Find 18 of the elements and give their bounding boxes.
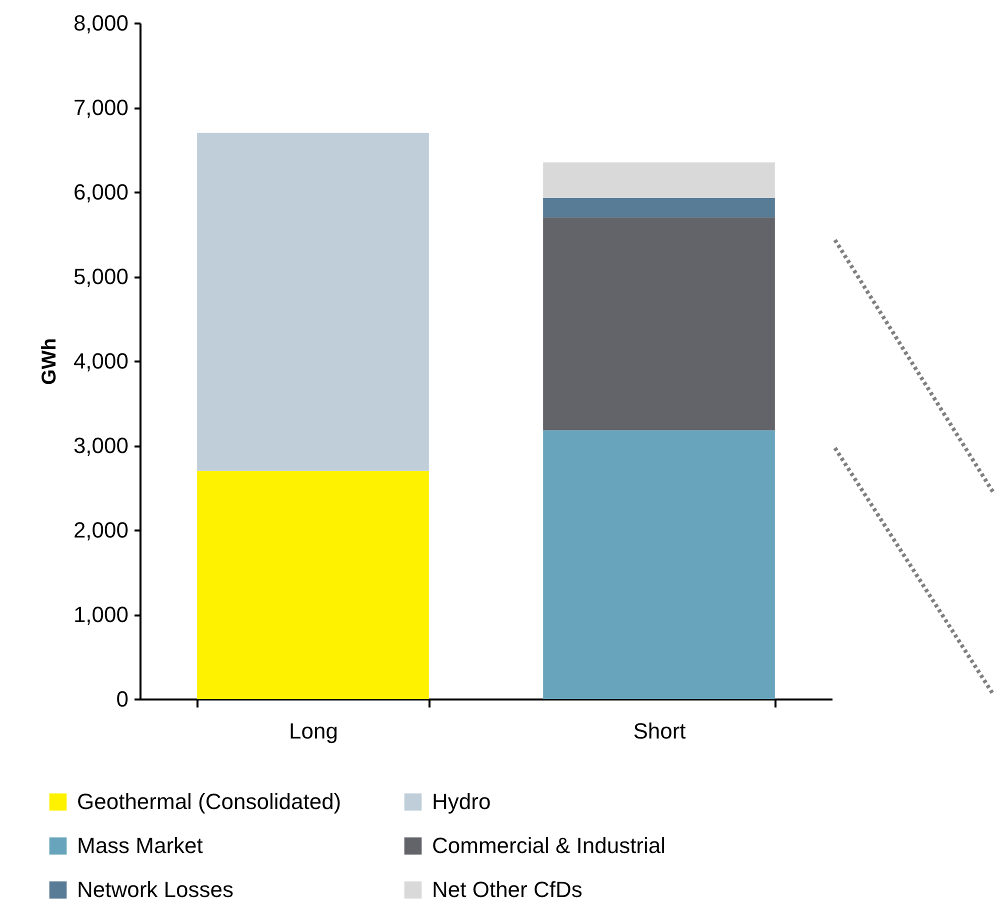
- legend-label: Geothermal (Consolidated): [77, 789, 342, 814]
- y-tick-label: 8,000: [73, 10, 128, 36]
- legend-label: Network Losses: [77, 877, 234, 902]
- legend-label: Commercial & Industrial: [432, 833, 666, 858]
- y-tick-label: 5,000: [73, 264, 128, 289]
- y-axis-title: GWh: [38, 338, 60, 385]
- y-tick-label: 1,000: [73, 602, 128, 627]
- y-tick-label: 6,000: [73, 180, 128, 204]
- y-tick-label: 2,000: [73, 518, 128, 542]
- y-tick-label: 4,000: [73, 348, 128, 374]
- y-tick-label: 7,000: [73, 95, 128, 120]
- x-tick-label: Long: [289, 718, 338, 744]
- legend-label: Mass Market: [77, 833, 203, 858]
- legend-label: Hydro: [432, 789, 491, 814]
- legend-label: Net Other CfDs: [432, 877, 582, 902]
- y-tick-label: 3,000: [73, 433, 128, 458]
- y-tick-label: 0: [116, 686, 128, 712]
- x-tick-label: Short: [633, 718, 686, 744]
